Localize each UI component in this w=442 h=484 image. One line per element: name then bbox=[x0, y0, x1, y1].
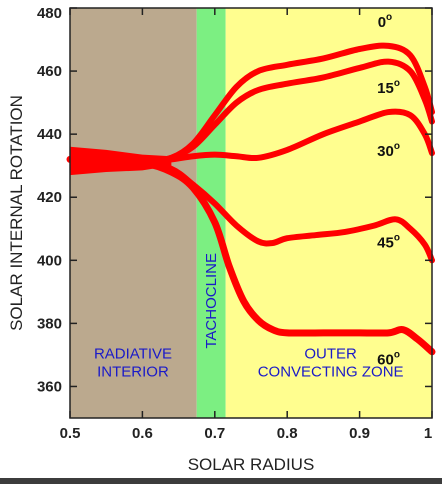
degree-symbol: o bbox=[394, 349, 400, 360]
x-tick-label-4: 0.9 bbox=[349, 425, 370, 442]
plot-frame bbox=[69, 7, 433, 419]
x-tick-label-1: 0.6 bbox=[132, 425, 153, 442]
ticks-layer: 0.5 0.6 0.7 0.8 0.9 1 360 380 400 420 440 460 480 bbox=[37, 5, 433, 442]
y-tick-label-0: 360 bbox=[37, 378, 62, 395]
series-line-60deg bbox=[66, 155, 436, 356]
y-tick-label-5: 460 bbox=[37, 63, 62, 80]
degree-symbol: o bbox=[386, 12, 392, 23]
series-layer bbox=[66, 42, 436, 356]
x-tick-label-0: 0.5 bbox=[60, 425, 81, 442]
region-label-2-line-0: OUTER bbox=[304, 346, 357, 363]
degree-symbol: o bbox=[394, 233, 400, 244]
degree-symbol: o bbox=[394, 141, 400, 152]
degree-symbol: o bbox=[394, 78, 400, 89]
region-label-0-line-0: RADIATIVE bbox=[94, 346, 172, 363]
x-tick-label-5: 1 bbox=[424, 425, 432, 442]
region-label-1: TACHOCLINE bbox=[203, 253, 220, 349]
region-label-0-line-1: INTERIOR bbox=[97, 364, 169, 381]
y-tick-label-6: 480 bbox=[37, 5, 62, 22]
region-label-2-line-1: CONVECTING ZONE bbox=[258, 364, 404, 381]
x-tick-label-3: 0.8 bbox=[277, 425, 298, 442]
y-tick-label-3: 420 bbox=[37, 189, 62, 206]
y-tick-label-2: 400 bbox=[37, 252, 62, 269]
x-tick-label-2: 0.7 bbox=[204, 425, 225, 442]
y-tick-label-1: 380 bbox=[37, 315, 62, 332]
region-0 bbox=[70, 8, 197, 418]
x-axis-label: SOLAR RADIUS bbox=[188, 455, 315, 474]
bottom-bar bbox=[0, 478, 442, 484]
y-axis-label: SOLAR INTERNAL ROTATION bbox=[7, 95, 26, 331]
y-tick-label-4: 440 bbox=[37, 126, 62, 143]
